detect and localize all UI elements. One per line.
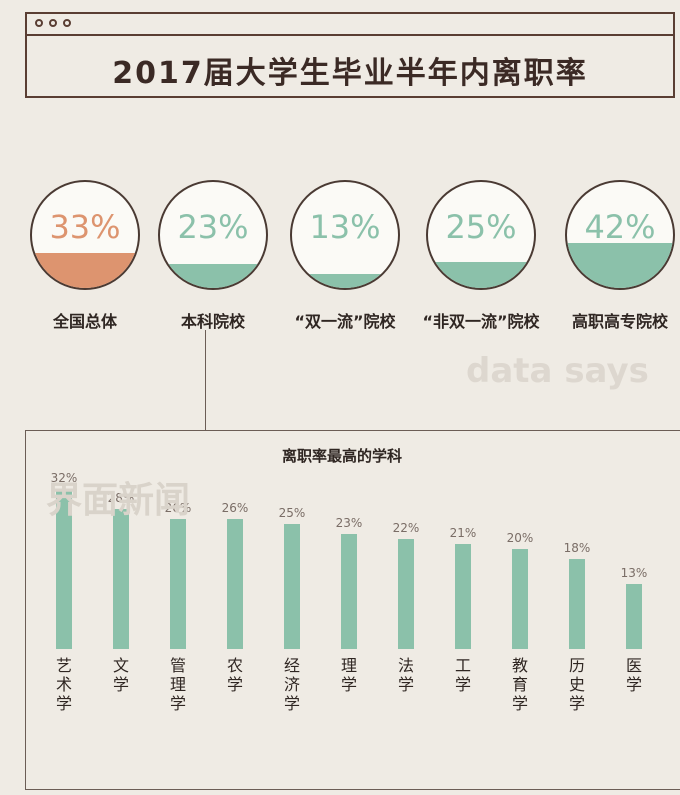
- tick-label: 学: [398, 675, 414, 694]
- data-label: 23%: [336, 516, 363, 530]
- bar-chart: 离职率最高的学科32%艺术学28%文学26%管理学26%农学25%经济学23%理…: [51, 447, 648, 713]
- watermark-right: data says: [466, 351, 649, 391]
- window-dot-icon: [63, 19, 71, 27]
- tick-label: 文: [113, 656, 129, 675]
- tick-label: 育: [512, 675, 528, 694]
- bar: [512, 549, 528, 649]
- title-window-bar: [27, 14, 673, 36]
- bar: [227, 519, 243, 649]
- data-label: 32%: [51, 471, 78, 485]
- tick-label: 学: [170, 694, 186, 713]
- data-label: 13%: [621, 566, 648, 580]
- data-label: 21%: [450, 526, 477, 540]
- data-label: 26%: [165, 501, 192, 515]
- bar: [170, 519, 186, 649]
- connector-line: [205, 330, 206, 430]
- tick-label: 史: [569, 675, 585, 694]
- rate-fill: [292, 274, 398, 288]
- watermark-left: 界面新闻: [46, 480, 191, 521]
- tick-label: 术: [56, 675, 72, 694]
- tick-label: 学: [512, 694, 528, 713]
- rate-fill: [160, 263, 266, 288]
- tick-label: 学: [56, 694, 72, 713]
- window-dot-icon: [49, 19, 57, 27]
- rate-circle: 23%: [158, 180, 268, 290]
- rate-value: 13%: [309, 208, 381, 246]
- bar: [56, 489, 72, 649]
- data-label: 25%: [279, 506, 306, 520]
- rate-group-label: 本科院校: [180, 312, 245, 331]
- bar: [341, 534, 357, 649]
- data-label: 20%: [507, 531, 534, 545]
- tick-label: 学: [626, 675, 642, 694]
- rate-fill: [428, 261, 534, 288]
- tick-label: 管: [170, 656, 186, 675]
- tick-label: 学: [569, 694, 585, 713]
- tick-label: 学: [341, 675, 357, 694]
- chart-title: 离职率最高的学科: [282, 447, 402, 465]
- tick-label: 历: [569, 656, 585, 675]
- title-panel: 2017届大学生毕业半年内离职率: [25, 12, 675, 98]
- tick-label: 工: [455, 656, 471, 675]
- tick-label: 理: [341, 656, 357, 675]
- tick-label: 经: [284, 656, 300, 675]
- tick-label: 医: [626, 656, 642, 675]
- bar: [398, 539, 414, 649]
- rate-value: 23%: [177, 208, 249, 246]
- rate-circle: 13%: [290, 180, 400, 290]
- bar: [113, 509, 129, 649]
- chart-panel: 界面新闻 data says 离职率最高的学科 32% 艺术学 28% 文学 26% 管理学…: [25, 351, 680, 790]
- rate-group-label: 全国总体: [52, 312, 117, 331]
- bar: [455, 544, 471, 649]
- tick-label: 学: [227, 675, 243, 694]
- tick-label: 法: [398, 656, 414, 675]
- rate-value: 25%: [445, 208, 517, 246]
- tick-label: 济: [284, 675, 300, 694]
- rate-group-label: “双一流”院校: [294, 312, 396, 331]
- rate-fill: [32, 253, 138, 288]
- rate-fill: [567, 243, 673, 288]
- rate-value: 42%: [584, 208, 656, 246]
- data-label: 26%: [222, 501, 249, 515]
- data-label: 18%: [564, 541, 591, 555]
- data-label: 22%: [393, 521, 420, 535]
- window-dot-icon: [35, 19, 43, 27]
- tick-label: 农: [227, 656, 243, 675]
- rate-value: 33%: [49, 208, 121, 246]
- page-title: 2017届大学生毕业半年内离职率: [112, 56, 588, 91]
- tick-label: 理: [170, 675, 186, 694]
- rate-circle: 33%: [30, 180, 140, 290]
- rate-circle: 25%: [426, 180, 536, 290]
- rate-group-label: 高职高专院校: [571, 312, 668, 331]
- data-label: 28%: [108, 491, 135, 505]
- bar: [569, 559, 585, 649]
- rate-circle: 42%: [565, 180, 675, 290]
- rate-group-label: “非双一流”院校: [422, 312, 540, 331]
- bar: [284, 524, 300, 649]
- bar: [626, 584, 642, 649]
- tick-label: 学: [455, 675, 471, 694]
- tick-label: 学: [113, 675, 129, 694]
- tick-label: 教: [512, 656, 528, 675]
- tick-label: 学: [284, 694, 300, 713]
- tick-label: 艺: [56, 656, 72, 675]
